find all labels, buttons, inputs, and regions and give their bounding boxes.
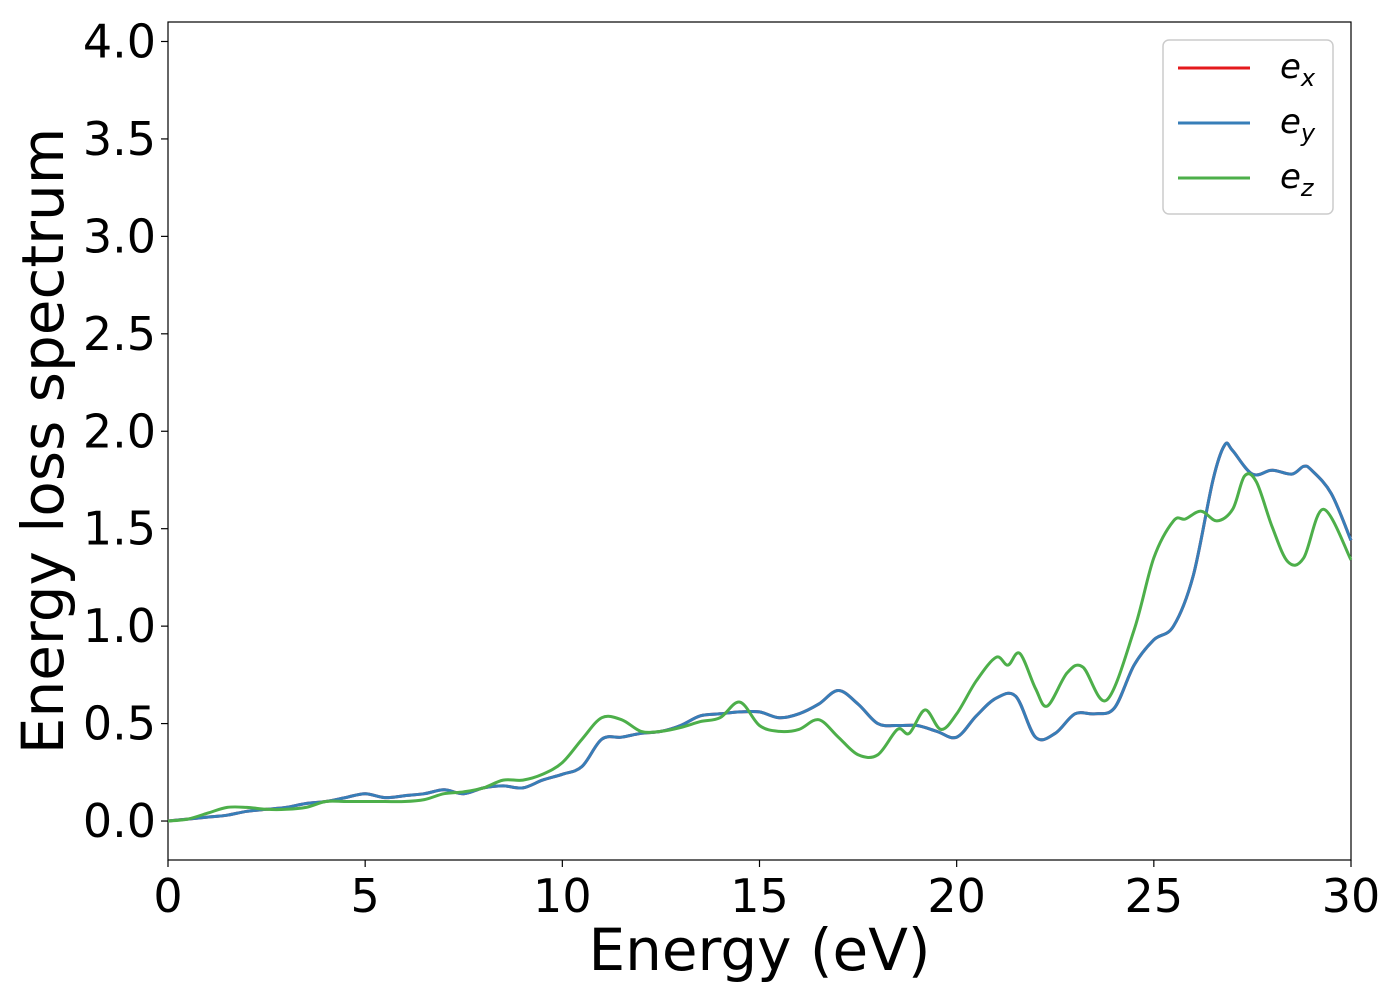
- legend-box: [1162, 39, 1334, 215]
- x-axis-label: Energy (eV): [588, 916, 930, 984]
- y-tick-label: 1.0: [83, 599, 156, 653]
- y-axis-label: Energy loss spectrum: [9, 128, 77, 754]
- legend-label-ey: ey: [1280, 102, 1316, 147]
- series-line-ez: [167, 472, 1353, 823]
- y-tick-label: 2.5: [83, 307, 156, 361]
- y-tick-label: 3.5: [83, 112, 156, 166]
- y-tick-label: 0.5: [83, 697, 156, 751]
- x-tick-label: 15: [730, 869, 789, 923]
- x-tick-label: 0: [153, 869, 182, 923]
- y-tick-label: 4.0: [83, 14, 156, 68]
- y-axis-ticks: 0.0 0.5 1.0 1.5 2.0 2.5 3.0 3.5 4.0: [83, 14, 168, 848]
- y-tick-label: 1.5: [83, 502, 156, 556]
- x-axis-ticks: 0 5 10 15 20 25 30: [153, 860, 1380, 923]
- x-tick-label: 25: [1125, 869, 1184, 923]
- series-line-ey: [167, 441, 1353, 823]
- y-tick-label: 2.0: [83, 404, 156, 458]
- y-tick-label: 0.0: [83, 794, 156, 848]
- legend: ex ey ez: [1162, 39, 1334, 215]
- series-line-ex: [167, 441, 1353, 823]
- x-tick-label: 20: [927, 869, 986, 923]
- series-lines: [167, 441, 1353, 823]
- x-tick-label: 5: [351, 869, 380, 923]
- legend-label-ez: ez: [1280, 157, 1315, 202]
- x-tick-label: 10: [533, 869, 592, 923]
- legend-label-ex: ex: [1280, 47, 1316, 92]
- x-tick-label: 30: [1322, 869, 1381, 923]
- y-tick-label: 3.0: [83, 209, 156, 263]
